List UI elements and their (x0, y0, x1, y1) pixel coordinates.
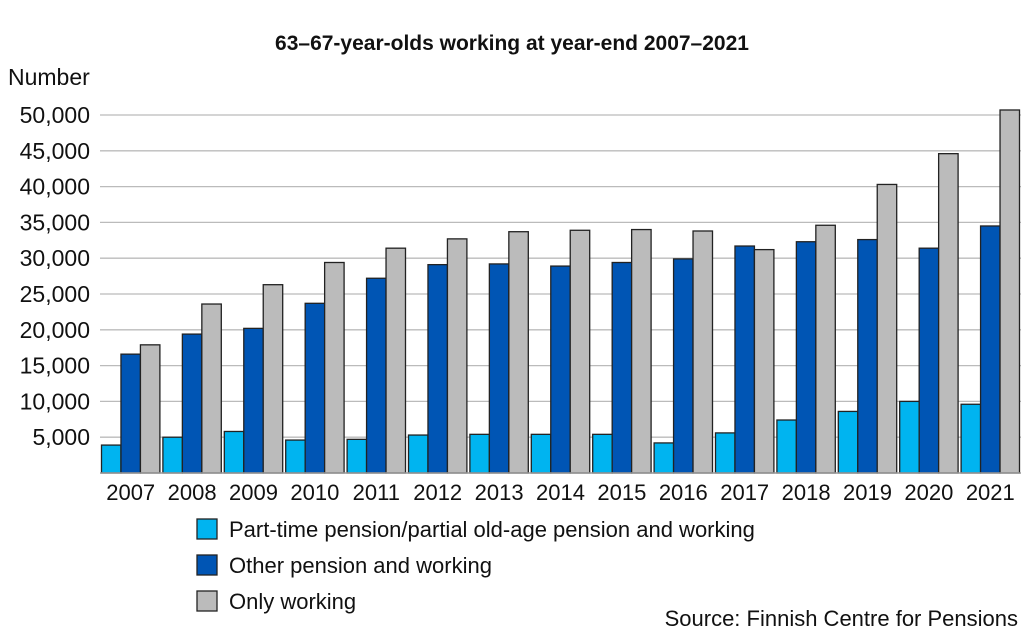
x-tick-label: 2012 (413, 480, 462, 505)
source-note: Source: Finnish Centre for Pensions (665, 606, 1018, 631)
legend: Part-time pension/partial old-age pensio… (196, 517, 755, 614)
bar-2020-series-1 (899, 400, 920, 474)
y-tick-label: 20,000 (20, 317, 90, 343)
bar-2020-series-3 (937, 153, 959, 474)
bar-2018-series-2 (795, 241, 817, 474)
bar-2013-series-2 (488, 263, 510, 474)
bars (100, 109, 1021, 474)
y-tick-label: 50,000 (20, 102, 90, 128)
y-tick-label: 35,000 (20, 209, 90, 235)
bar-2010-series-3 (323, 261, 345, 474)
bar-2011-series-3 (385, 247, 407, 474)
x-tick-label: 2019 (843, 480, 892, 505)
x-tick-label: 2013 (475, 480, 524, 505)
bar-2011-series-2 (365, 277, 387, 474)
legend-swatch (196, 518, 218, 540)
bar-2010-series-1 (285, 439, 306, 474)
bar-2009-series-2 (243, 327, 264, 474)
bar-2017-series-2 (734, 245, 756, 474)
y-tick-label: 30,000 (20, 245, 90, 271)
x-tick-labels: 2007 2008 2009 2010 2011 2012 2013 2014 2015 2016… (106, 480, 1015, 505)
bar-2007-series-2 (120, 353, 142, 474)
x-tick-label: 2016 (659, 480, 708, 505)
y-axis-label: Number (8, 64, 90, 90)
bar-2016-series-2 (672, 258, 694, 474)
bar-2013-series-1 (469, 433, 491, 474)
bar-2021-series-1 (960, 403, 982, 474)
y-tick-label: 45,000 (20, 138, 90, 164)
y-tick-label: 40,000 (20, 174, 90, 200)
x-tick-label: 2015 (597, 480, 646, 505)
y-tick-label: 5,000 (32, 424, 90, 450)
bar-2019-series-2 (857, 238, 878, 474)
bar-2012-series-2 (427, 263, 449, 474)
x-tick-label: 2018 (782, 480, 831, 505)
bar-2016-series-3 (692, 230, 714, 474)
bar-2008-series-2 (181, 333, 203, 474)
bar-2007-series-3 (139, 344, 161, 474)
x-tick-label: 2020 (904, 480, 953, 505)
bar-2015-series-3 (630, 228, 652, 474)
x-tick-label: 2017 (720, 480, 769, 505)
bar-2008-series-3 (201, 303, 222, 474)
bar-2014-series-1 (530, 433, 552, 474)
bar-2021-series-2 (979, 225, 1001, 474)
bar-2007-series-1 (100, 444, 122, 474)
bar-2009-series-1 (223, 430, 245, 474)
x-tick-label: 2011 (353, 480, 400, 505)
bar-2009-series-3 (262, 284, 284, 474)
bar-2017-series-3 (753, 248, 775, 474)
y-tick-label: 15,000 (20, 353, 90, 379)
bar-2014-series-2 (550, 265, 571, 474)
bar-2010-series-2 (304, 302, 326, 474)
bar-2019-series-3 (876, 183, 898, 474)
bar-2014-series-3 (569, 229, 591, 474)
legend-label: Other pension and working (229, 553, 492, 578)
legend-label: Only working (229, 589, 356, 614)
bar-2013-series-3 (508, 231, 529, 474)
x-tick-label: 2008 (168, 480, 217, 505)
x-tick-label: 2014 (536, 480, 585, 505)
bar-2016-series-1 (653, 442, 675, 474)
bar-2015-series-2 (611, 261, 633, 474)
legend-swatch (196, 554, 218, 576)
chart-title: 63–67-year-olds working at year-end 2007… (275, 32, 749, 55)
bar-2012-series-3 (446, 238, 468, 474)
bar-2017-series-1 (714, 432, 736, 474)
x-tick-label: 2021 (966, 480, 1015, 505)
y-tick-label: 10,000 (20, 388, 90, 414)
bar-2018-series-1 (776, 419, 798, 474)
x-tick-label: 2009 (229, 480, 278, 505)
bar-2012-series-1 (407, 434, 429, 474)
legend-label: Part-time pension/partial old-age pensio… (229, 517, 755, 542)
bar-2015-series-1 (592, 433, 613, 474)
bar-2019-series-1 (837, 410, 859, 474)
bar-2018-series-3 (815, 224, 836, 474)
bar-2021-series-3 (999, 109, 1021, 474)
bar-2020-series-2 (918, 247, 940, 474)
x-tick-label: 2010 (290, 480, 339, 505)
x-tick-label: 2007 (106, 480, 155, 505)
y-tick-labels: 5,000 10,000 15,000 20,000 25,000 30,000 35,00… (20, 102, 90, 450)
bar-2011-series-1 (346, 438, 368, 474)
y-tick-label: 25,000 (20, 281, 90, 307)
bar-2008-series-1 (162, 436, 184, 474)
legend-swatch (196, 590, 218, 612)
